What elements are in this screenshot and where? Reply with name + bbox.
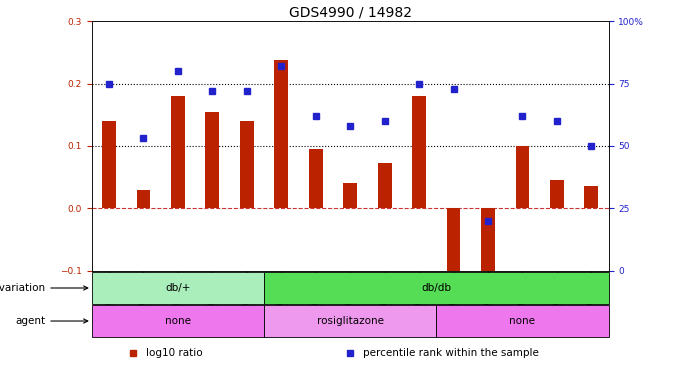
Text: genotype/variation: genotype/variation [0,283,88,293]
Bar [92,305,264,337]
Bar [264,272,609,304]
Bar [137,190,150,209]
Text: none: none [165,316,191,326]
Text: rosiglitazone: rosiglitazone [317,316,384,326]
Bar [92,272,264,304]
Bar [471,21,505,271]
Bar [92,21,126,271]
Bar [550,180,564,209]
Bar [240,121,254,209]
Title: GDS4990 / 14982: GDS4990 / 14982 [289,6,411,20]
Bar [275,60,288,209]
Bar [515,146,529,209]
Bar [437,305,609,337]
Bar [309,149,322,209]
Text: none: none [509,316,535,326]
Bar [447,209,460,280]
Bar [367,21,402,271]
Bar [160,21,195,271]
Bar [540,21,574,271]
Bar [102,121,116,209]
Text: percentile rank within the sample: percentile rank within the sample [363,348,539,358]
Text: db/db: db/db [422,283,452,293]
Bar [402,21,437,271]
Text: db/+: db/+ [165,283,190,293]
Bar [299,21,333,271]
Text: agent: agent [15,316,88,326]
Bar [205,112,219,209]
Bar [264,21,299,271]
Bar [505,21,540,271]
Bar [574,21,609,271]
Bar [333,21,367,271]
Bar [264,305,437,337]
Bar [171,96,185,209]
Bar [585,187,598,209]
Text: log10 ratio: log10 ratio [146,348,203,358]
Bar [195,21,230,271]
Bar [343,184,357,209]
Bar [378,164,392,209]
Bar [412,96,426,209]
Bar [230,21,264,271]
Bar [437,21,471,271]
Bar [481,209,495,274]
Bar [126,21,160,271]
